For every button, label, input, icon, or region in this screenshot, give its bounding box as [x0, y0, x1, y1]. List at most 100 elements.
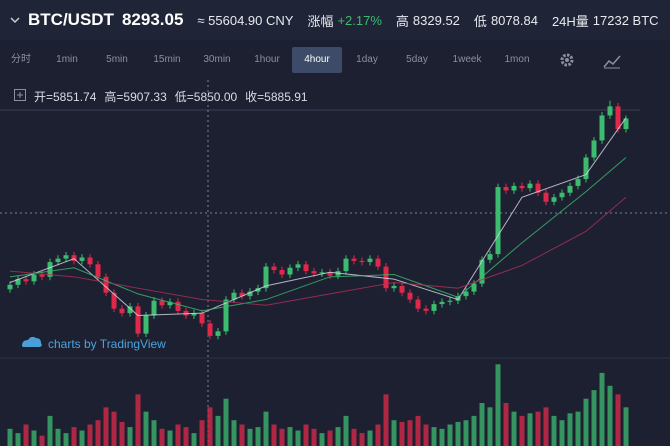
candle-body [231, 292, 237, 300]
candle-body [39, 274, 45, 277]
volume-bar [359, 433, 365, 446]
moving-average [9, 157, 627, 312]
candle-body [383, 266, 389, 289]
volume-bar [623, 407, 629, 446]
candle-body [303, 264, 309, 272]
volume-bar [247, 428, 253, 446]
candle-body [143, 315, 149, 334]
volume-bar [79, 430, 85, 446]
interval-tab[interactable]: 分时 [11, 54, 31, 65]
ohlc-item: 开=5851.74 [34, 90, 97, 104]
volume-bar [519, 415, 525, 446]
volume-bar [455, 421, 461, 446]
candle-body [575, 179, 581, 186]
candle-body [247, 291, 253, 297]
interval-tab[interactable]: 1hour [254, 54, 280, 65]
volume-bar [375, 424, 381, 446]
ohlc-item: 收=5885.91 [245, 90, 308, 104]
candle-body [319, 272, 325, 274]
ohlc-item: 低=5850.00 [174, 90, 238, 104]
candle-body [279, 270, 285, 275]
moving-average [9, 196, 627, 306]
volume-bar [431, 427, 437, 446]
change-label: 涨幅 [307, 13, 334, 29]
volume-bar [63, 433, 69, 446]
legend-toggle[interactable] [14, 89, 26, 101]
candle-body [407, 292, 413, 300]
pair[interactable]: BTC/USDT [28, 10, 114, 29]
volume-bar [391, 420, 397, 446]
candle-body [167, 301, 173, 306]
candle-body [215, 331, 221, 336]
candle-body [439, 301, 445, 305]
volume-bar [207, 407, 213, 446]
volume-bar [383, 394, 389, 446]
candle-body [479, 259, 485, 284]
candle-body [359, 260, 365, 263]
volume-bar [279, 428, 285, 446]
interval-tab[interactable]: 1week [452, 54, 482, 65]
volume-bar [271, 424, 277, 446]
volume-bar [143, 411, 149, 446]
candle-body [511, 185, 517, 191]
candle-body [255, 288, 261, 292]
interval-tab[interactable]: 30min [203, 54, 231, 65]
candle-body [15, 279, 21, 285]
candle-body [519, 185, 525, 189]
volume-bar [463, 420, 469, 446]
volume-bar [295, 430, 301, 446]
candle-body [31, 274, 37, 282]
interval-tab[interactable]: 4hour [292, 47, 342, 73]
cny: ≈ 55604.90 CNY [197, 12, 294, 28]
volume-bar [7, 428, 13, 446]
volume-bar [23, 424, 29, 446]
volume-bar [191, 433, 197, 446]
volume-bar [239, 424, 245, 446]
volume-bar [47, 415, 53, 446]
volume-bar [55, 428, 61, 446]
interval-tab[interactable]: 1mon [504, 54, 530, 65]
candle-body [567, 185, 573, 193]
candle-body [551, 197, 557, 202]
price: 8293.05 [121, 10, 184, 29]
candle-body [95, 264, 101, 277]
interval-tab[interactable]: 1min [56, 54, 78, 65]
candle-body [447, 300, 453, 302]
candle-body [399, 285, 405, 293]
candle-body [271, 266, 277, 270]
watermark[interactable]: charts by TradingView [22, 336, 166, 351]
interval-tab[interactable]: 15min [153, 54, 181, 65]
volume-bar [263, 411, 269, 446]
ohlc-item: 高=5907.33 [104, 90, 167, 104]
volume-bar [327, 430, 333, 446]
candle-body [295, 264, 301, 268]
volume-bar [591, 390, 597, 446]
volume-bar [527, 413, 533, 446]
candle-body [543, 192, 549, 202]
volume-bar [415, 415, 421, 446]
indicator-icon[interactable] [592, 47, 632, 73]
volume-bar [423, 424, 429, 446]
collapse-icon[interactable] [8, 13, 22, 27]
volume-bar [15, 433, 21, 446]
volume-bar [439, 428, 445, 446]
volume-bar [559, 420, 565, 446]
candle-body [239, 292, 245, 297]
candle-body [7, 284, 13, 290]
volume-bar [119, 421, 125, 446]
candle-body [423, 308, 429, 311]
candle-body [495, 187, 501, 255]
high-label: 高 [395, 13, 409, 29]
volume-bar [343, 415, 349, 446]
moving-average [9, 117, 627, 316]
interval-tab[interactable]: 5day [406, 54, 428, 65]
volume-bar [567, 413, 573, 446]
settings-icon[interactable] [542, 47, 592, 73]
candle-body [591, 140, 597, 158]
interval-tab[interactable]: 1day [356, 54, 378, 65]
volume-bar [95, 420, 101, 446]
volume-bar [255, 427, 261, 446]
volume-bar [487, 407, 493, 446]
low: 8078.84 [490, 12, 538, 28]
interval-tab[interactable]: 5min [106, 54, 128, 65]
